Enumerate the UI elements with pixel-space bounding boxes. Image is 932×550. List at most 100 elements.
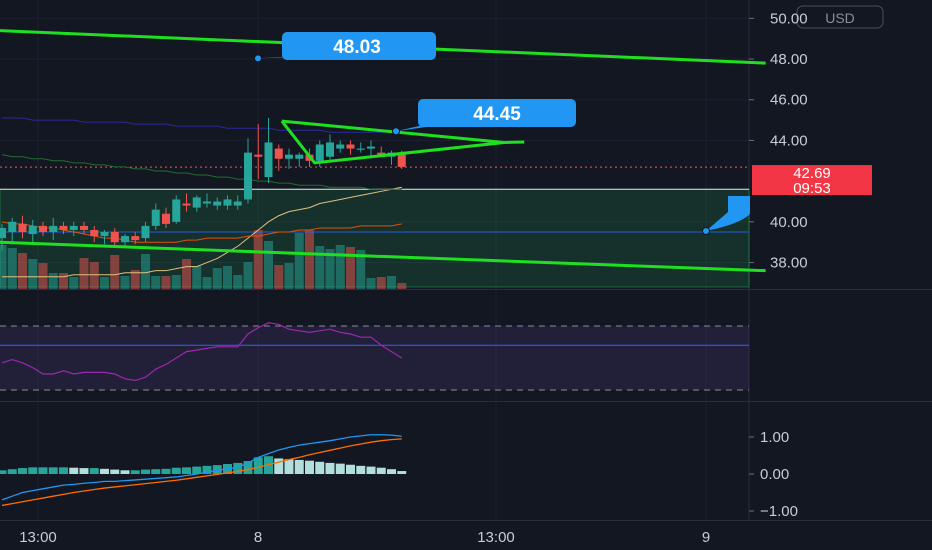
candle [28, 219, 37, 243]
currency-button[interactable] [796, 5, 884, 29]
price-badge: 42.69 09:53 [752, 165, 872, 197]
volume-bar [284, 263, 294, 289]
price-callout-3[interactable] [702, 196, 751, 235]
volume-bar [274, 265, 284, 289]
macd-histogram-bar [59, 467, 68, 474]
candle [326, 134, 334, 161]
callout-anchor-point[interactable] [254, 54, 262, 63]
volume-bar [141, 254, 150, 289]
rsi-pane[interactable] [0, 322, 749, 391]
time-tick-label: 9 [702, 529, 710, 546]
candle-body [285, 154, 293, 159]
macd-histogram-bar [376, 467, 386, 474]
candle-body [336, 144, 345, 149]
candle [110, 227, 119, 247]
price-tick-label: 46.00 [770, 92, 808, 109]
volume-bar [233, 275, 243, 289]
volume-bar [305, 230, 314, 289]
volume-bar [253, 230, 263, 289]
candle [213, 197, 222, 210]
volume-bar [18, 253, 27, 289]
volume-bar [110, 255, 120, 289]
callout-anchor-point[interactable] [392, 127, 400, 136]
macd-histogram-bar [18, 468, 27, 474]
candle [172, 195, 181, 224]
macd-histogram-bar [100, 468, 109, 474]
volume-bar [264, 241, 273, 289]
candle-body [121, 236, 129, 243]
candle-body [151, 209, 160, 226]
candle-body [18, 223, 27, 233]
macd-line [1, 434, 402, 501]
candle [90, 225, 99, 243]
macd-tick-label: 1.00 [760, 429, 789, 446]
macd-histogram-bar [335, 463, 345, 474]
volume-bar [325, 249, 335, 289]
volume-bar [335, 245, 345, 289]
candle [131, 232, 140, 245]
volume-bar [356, 250, 366, 289]
volume-bar [397, 283, 407, 289]
macd-histogram-bar [305, 460, 314, 474]
candle-body [90, 229, 99, 237]
candle [192, 195, 201, 212]
candle [141, 221, 150, 243]
macd-histogram-bar [253, 457, 263, 474]
rsi-band-fill [0, 326, 749, 390]
volume-bar [89, 262, 99, 289]
channel-trendline[interactable] [0, 240, 766, 273]
price-callout-1[interactable]: 48.03 [254, 32, 437, 63]
macd-histogram-bar [48, 467, 58, 474]
volume-bar [376, 277, 386, 289]
macd-histogram-bar [38, 467, 48, 474]
candle-body [49, 225, 58, 233]
bar-countdown-label: 09:53 [793, 180, 831, 197]
price-axis[interactable]: USD 50.00 48.00 46.00 44.00 40.00 38.00 1.00 0.… [19, 5, 884, 546]
candle [162, 207, 170, 228]
volume-bar [171, 275, 181, 289]
volume-bar [212, 268, 222, 289]
moving-average-line [2, 117, 402, 133]
volume-bar [48, 273, 58, 289]
volume-bar [315, 246, 325, 289]
callout-label: 44.45 [473, 104, 521, 125]
candle-body [59, 225, 68, 230]
candle [367, 140, 375, 157]
callout-box [418, 99, 576, 127]
candle [356, 142, 365, 153]
volume-bar [130, 270, 140, 289]
candle-body [295, 154, 304, 159]
volume-bar [100, 277, 109, 289]
macd-tick-label: −1.00 [760, 503, 798, 520]
volume-bar [387, 276, 396, 289]
price-tick-label: 44.00 [770, 132, 808, 149]
moving-average-line [1, 221, 402, 243]
last-price-badge [752, 165, 872, 196]
volume-bar [346, 247, 355, 289]
macd-histogram-bar [366, 466, 376, 474]
triangle-apex-extension [504, 140, 525, 144]
macd-pane[interactable] [0, 434, 407, 507]
price-callout-2[interactable]: 44.45 [392, 99, 577, 136]
macd-tick-label: 0.00 [760, 466, 789, 483]
candle [346, 140, 355, 155]
volume-bar [223, 266, 232, 289]
price-pane[interactable] [0, 29, 766, 289]
candle-body [131, 236, 140, 241]
macd-histogram-bar [294, 459, 304, 474]
candle [59, 221, 68, 235]
candle-body [172, 199, 181, 222]
macd-histogram-bar [192, 466, 202, 474]
macd-histogram-bar [315, 461, 325, 474]
last-price-label: 42.69 [793, 165, 831, 182]
candle [8, 217, 17, 245]
macd-histogram-bar [151, 469, 161, 474]
macd-histogram-bar [356, 465, 366, 474]
callout-anchor-point[interactable] [702, 227, 710, 235]
volume-bar [59, 273, 68, 289]
candle-body [315, 144, 324, 161]
callout-pointer [258, 56, 318, 59]
candle [223, 195, 232, 210]
